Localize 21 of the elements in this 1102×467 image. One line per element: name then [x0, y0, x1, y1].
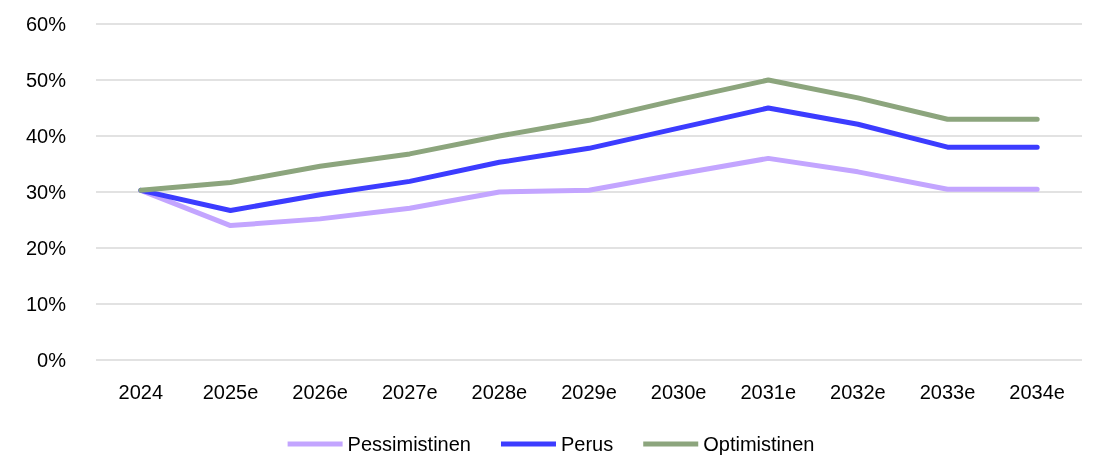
y-tick-label: 10%: [25, 293, 67, 315]
y-tick-label: 30%: [25, 181, 67, 203]
x-tick-label: 2024: [118, 381, 164, 403]
y-tick-label: 20%: [25, 237, 67, 259]
x-tick-label: 2026e: [292, 381, 348, 403]
x-tick-label: 2030e: [650, 381, 707, 403]
legend-label: Perus: [560, 433, 614, 455]
x-tick-label: 2033e: [919, 381, 976, 403]
y-tick-label: 40%: [25, 125, 67, 147]
x-tick-label: 2031e: [740, 381, 797, 403]
legend-label: Pessimistinen: [347, 433, 471, 455]
y-tick-label: 60%: [25, 13, 67, 35]
y-tick-label: 50%: [25, 69, 67, 91]
x-tick-label: 2028e: [471, 381, 528, 403]
legend-label: Optimistinen: [703, 433, 815, 455]
x-tick-label: 2025e: [202, 381, 259, 403]
x-tick-label: 2034e: [1009, 381, 1065, 403]
y-tick-label: 0%: [37, 349, 67, 371]
x-tick-label: 2029e: [561, 381, 617, 403]
x-tick-label: 2027e: [381, 381, 438, 403]
x-tick-label: 2032e: [830, 381, 886, 403]
